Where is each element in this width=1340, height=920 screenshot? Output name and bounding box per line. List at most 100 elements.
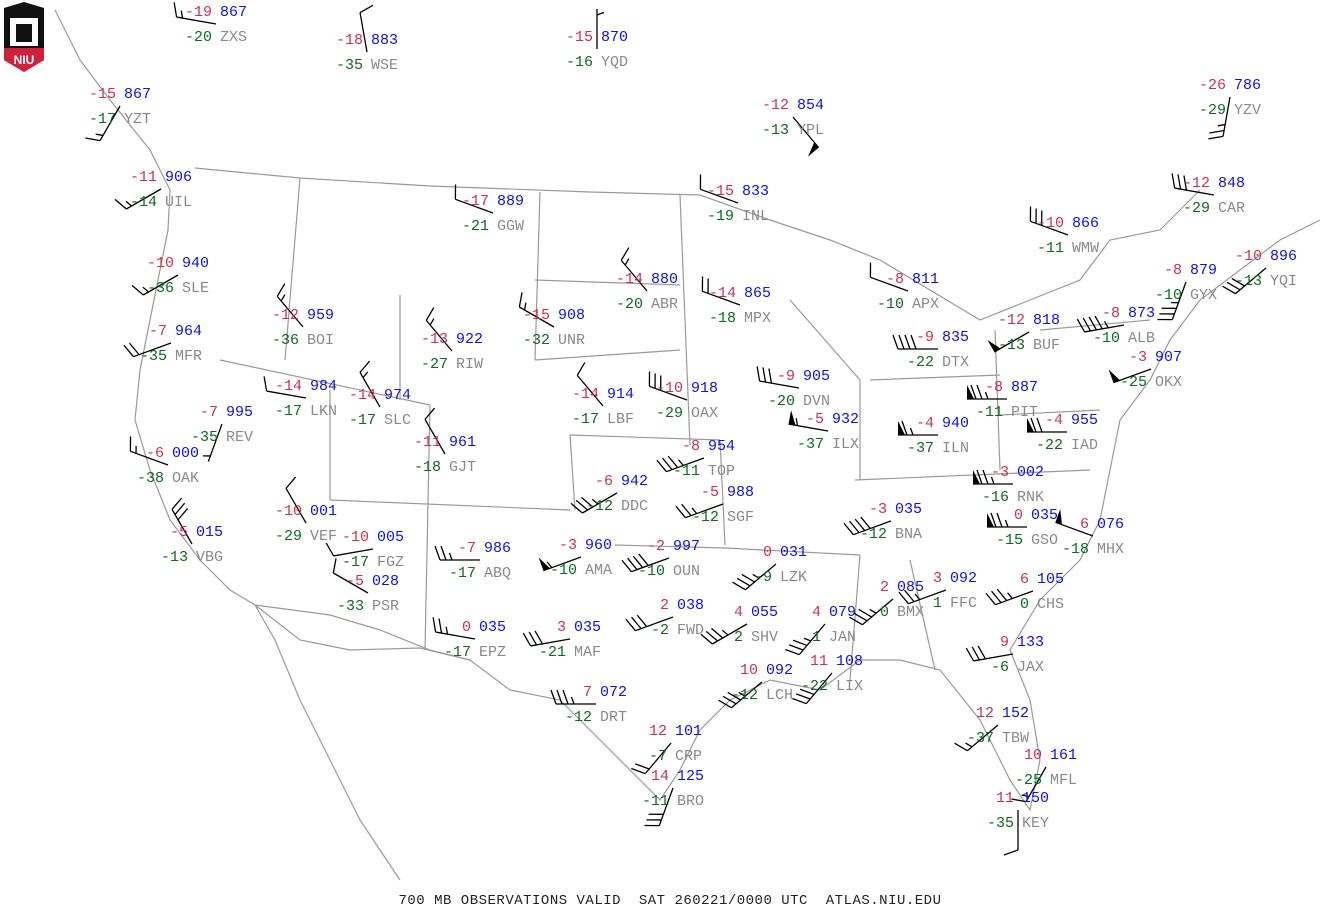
temperature-label: -26 — [1198, 77, 1226, 94]
dewpoint-label: -21 — [538, 644, 566, 661]
barb-half — [591, 498, 599, 505]
barb-shaft — [133, 342, 172, 358]
temperature-label: 4 — [811, 604, 821, 621]
height-label: 133 — [1017, 634, 1045, 651]
wind-barb-drt — [550, 689, 596, 705]
station-id-label: BUF — [1033, 337, 1061, 354]
barb-full — [174, 502, 186, 515]
height-label: 865 — [744, 285, 772, 302]
temperature-label: -10 — [146, 255, 174, 272]
wind-barb-yqd — [596, 9, 605, 49]
barb-full — [843, 522, 854, 536]
dewpoint-label: -17 — [448, 565, 476, 582]
barb-shaft — [1084, 324, 1125, 333]
barb-full — [1036, 417, 1043, 433]
wind-barb-uil — [114, 188, 162, 210]
wind-barb-vbg — [171, 497, 193, 545]
barb-half — [914, 593, 921, 600]
wind-barb-bro — [644, 787, 674, 827]
wind-barb-bna — [843, 516, 892, 536]
barb-full — [910, 334, 917, 350]
barb-half — [795, 418, 799, 426]
temperature-label: -10 — [1234, 248, 1262, 265]
barb-half — [752, 573, 760, 579]
barb-full — [1011, 798, 1027, 803]
barb-full — [325, 542, 335, 557]
height-label: 964 — [175, 323, 203, 340]
barb-full — [1183, 175, 1188, 191]
dewpoint-label: -36 — [146, 280, 174, 297]
wind-barb-riw — [425, 307, 453, 352]
wind-barb-jax — [965, 645, 1014, 662]
station-id-label: REV — [226, 429, 254, 446]
dewpoint-label: 0 — [1019, 596, 1029, 613]
dewpoint-label: -36 — [271, 332, 299, 349]
dewpoint-label: -11 — [641, 793, 669, 810]
barb-shaft — [519, 306, 555, 328]
wind-barb-yqi — [1222, 267, 1267, 295]
station-id-label: MHX — [1097, 541, 1125, 558]
temperature-label: 6 — [1079, 516, 1089, 533]
dewpoint-label: -10 — [1092, 330, 1120, 347]
barb-full — [904, 334, 911, 350]
barb-half — [1104, 320, 1109, 329]
barb-shaft — [455, 198, 494, 214]
height-label: 076 — [1097, 516, 1125, 533]
wind-barb-ffc — [898, 589, 947, 605]
temperature-label: -11 — [129, 169, 157, 186]
height-label: 914 — [607, 386, 635, 403]
barb-full — [675, 505, 686, 519]
station-id-label: JAX — [1017, 659, 1045, 676]
barb-half — [909, 427, 914, 436]
wind-barb-vef — [285, 476, 307, 524]
barb-full — [1226, 281, 1241, 291]
barb-shaft — [130, 450, 169, 466]
temperature-label: -12 — [761, 97, 789, 114]
height-label: 879 — [1190, 262, 1218, 279]
temperature-label: -10 — [274, 503, 302, 520]
temperature-label: -3 — [558, 537, 577, 554]
barb-full — [359, 4, 374, 14]
barb-half — [445, 626, 449, 635]
wind-barb-iln — [898, 420, 938, 436]
temperature-label: -5 — [805, 411, 824, 428]
barb-full — [854, 518, 866, 531]
height-label: 105 — [1037, 571, 1065, 588]
dewpoint-label: -12 — [564, 709, 592, 726]
barb-half — [678, 459, 684, 466]
wind-barb-dvn — [756, 366, 800, 389]
temperature-label: -7 — [199, 404, 218, 421]
wind-barb-inl — [699, 174, 739, 204]
barb-full — [276, 283, 286, 297]
dewpoint-label: -35 — [335, 57, 363, 74]
station-id-label: DVN — [803, 393, 831, 410]
dewpoint-label: -29 — [1182, 200, 1210, 217]
dewpoint-label: -10 — [876, 296, 904, 313]
barb-shaft — [666, 457, 705, 473]
barb-full — [858, 608, 872, 618]
barb-full — [1209, 129, 1225, 134]
station-id-label: BMX — [897, 604, 925, 621]
niu-logo: NIU — [2, 2, 46, 79]
temperature-label: 7 — [582, 684, 592, 701]
temperature-label: -3 — [990, 464, 1009, 481]
barb-shaft — [126, 188, 162, 210]
dewpoint-label: -32 — [522, 332, 550, 349]
barb-full — [129, 342, 140, 356]
barb-full — [996, 512, 1003, 528]
wind-barb-zxs — [173, 2, 217, 25]
wind-barb-ypl — [792, 116, 820, 157]
barb-half — [142, 286, 149, 293]
barb-full — [263, 376, 268, 392]
temperature-label: -4 — [1044, 412, 1063, 429]
barb-full — [424, 407, 436, 420]
barb-full — [667, 455, 679, 468]
temperature-label: -8 — [1101, 305, 1120, 322]
height-label: 002 — [1017, 464, 1045, 481]
dewpoint-label: -12 — [691, 509, 719, 526]
station-id-label: LZK — [780, 569, 808, 586]
barb-shaft — [582, 492, 618, 514]
barb-half — [984, 391, 989, 400]
barb-shaft — [620, 259, 648, 292]
